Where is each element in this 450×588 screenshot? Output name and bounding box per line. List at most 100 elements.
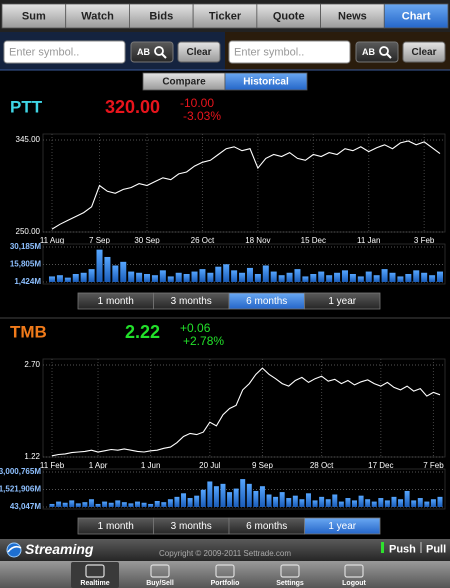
volume-bar [95,503,101,507]
pull-label[interactable]: Pull [426,543,446,555]
search-button[interactable] [355,41,399,63]
nav-label[interactable]: Buy/Sell [146,580,174,587]
volume-bar [325,499,331,507]
volume-bar [278,275,285,282]
volume-bar [389,272,396,282]
range-label: 1 month [98,521,134,532]
price-line [51,140,441,230]
range-label: 3 months [171,521,212,532]
volume-bar [259,486,265,507]
volume-bar [75,503,81,507]
view-toggle-button[interactable] [224,72,308,91]
search-icon [161,53,167,59]
stock-price: 2.22 [125,322,160,342]
nav-label[interactable]: Portfolio [211,580,240,587]
volume-bar [148,503,154,507]
tab[interactable] [65,3,130,29]
volume-bar [207,272,214,282]
nav-label[interactable]: Logout [342,580,366,587]
volume-bar [365,271,372,282]
clear-button[interactable] [402,41,446,63]
volume-bar [183,273,190,282]
volume-bar [373,275,380,282]
volume-bar [48,276,56,282]
push-indicator [381,542,384,553]
tab[interactable] [129,3,194,29]
range-button[interactable] [304,292,381,310]
volume-bar [411,500,417,507]
volume-bar [286,272,293,282]
search-button-label: AB [362,47,375,57]
volume-bar [88,269,95,282]
volume-bar [82,502,88,507]
y-tick-label: 1,521,906M [0,485,41,494]
volume-bar [151,275,158,282]
volume-bar [154,501,160,507]
volume-bar [96,249,103,282]
push-label[interactable]: Push [389,543,416,555]
volume-bar [318,271,325,282]
x-tick-label: 28 Oct [310,461,334,470]
stock-change: -10.00 [180,96,214,110]
nav-icon [215,564,235,578]
search-button[interactable] [130,41,174,63]
footer-bar [0,539,450,561]
volume-bar [429,275,436,282]
volume-bar [161,502,167,507]
volume-bar [136,272,143,282]
volume-bar [279,492,285,507]
volume-bar [424,501,430,507]
volume-bar [270,271,277,282]
tab[interactable] [320,3,385,29]
y-tick-label: 345.00 [16,135,41,144]
tab[interactable] [1,3,67,29]
brand-logo [7,545,22,553]
stock-symbol: TMB [10,322,47,341]
x-tick-label: 26 Oct [191,236,215,245]
volume-bar [349,273,356,282]
symbol-input[interactable] [3,40,126,64]
volume-bar [233,488,239,507]
volume-bar [80,272,87,282]
symbol-input[interactable] [228,40,351,64]
volume-bar [404,490,410,507]
clear-button-label: Clear [411,47,436,58]
y-tick-label: 3,000,765M [0,467,41,476]
volume-bar [341,270,348,282]
volume-bar [223,264,230,282]
volume-bar [397,276,404,282]
nav-label[interactable]: Settings [276,580,304,587]
stock-change: +0.06 [180,321,211,335]
volume-bar [207,481,213,507]
volume-bar [273,496,279,507]
volume-bar [121,502,127,507]
nav-icon [280,564,300,578]
x-tick-label: 17 Dec [368,461,393,470]
tab[interactable] [256,3,321,29]
range-button[interactable] [304,517,381,535]
volume-bar [266,494,272,507]
tab[interactable] [192,3,258,29]
y-tick-label: 250.00 [16,227,41,236]
volume-bar [246,483,252,507]
volume-bar [167,499,173,507]
range-label: 1 year [328,521,356,532]
x-tick-label: 11 Jan [357,236,380,245]
x-tick-label: 18 Nov [245,236,270,245]
tab[interactable] [383,3,449,29]
volume-bar [56,275,63,282]
pull-indicator [420,542,422,553]
volume-bar [227,492,233,507]
clear-button[interactable] [177,41,221,63]
volume-bar [62,502,68,507]
volume-bar [239,272,246,282]
volume-bar [167,276,174,282]
volume-bar [194,495,200,507]
tab-label: News [338,10,367,22]
nav-label[interactable]: Realtime [80,580,109,587]
volume-bar [64,277,71,282]
stock-price: 320.00 [105,97,160,117]
volume-bar [334,272,341,282]
volume-bar [398,499,404,507]
